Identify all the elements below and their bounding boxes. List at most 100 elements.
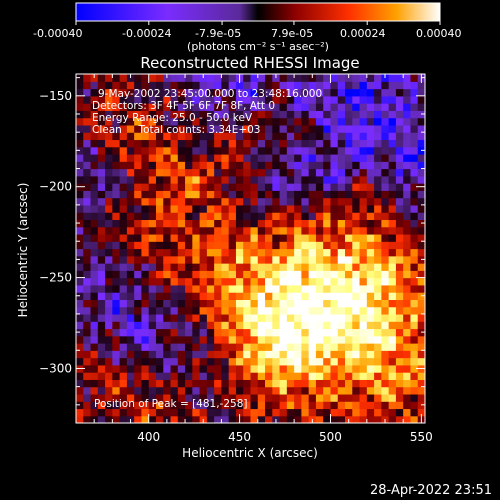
heatmap-cell (83, 197, 92, 206)
heatmap-cell (83, 219, 92, 228)
heatmap-cell (199, 88, 208, 97)
heatmap-cell (359, 132, 368, 141)
heatmap-cell (192, 81, 201, 90)
heatmap-cell (308, 277, 317, 286)
heatmap-cell (250, 401, 259, 410)
heatmap-cell (76, 190, 84, 199)
heatmap-cell (257, 263, 266, 271)
heatmap-cell (352, 132, 361, 141)
heatmap-cell (192, 386, 201, 395)
heatmap-cell (410, 313, 419, 322)
heatmap-cell (134, 350, 143, 359)
heatmap-cell (134, 393, 143, 402)
heatmap-cell (199, 248, 208, 257)
heatmap-cell (199, 313, 208, 322)
x-tick-label: 400 (137, 430, 160, 444)
heatmap-cell (119, 364, 128, 373)
heatmap-cell (345, 299, 353, 308)
heatmap-cell (345, 372, 353, 380)
heatmap-cell (388, 161, 397, 170)
heatmap-cell (403, 183, 412, 191)
heatmap-cell (134, 372, 143, 380)
heatmap-cell (374, 153, 382, 162)
heatmap-cell (410, 103, 419, 111)
heatmap-cell (228, 88, 237, 97)
heatmap-cell (352, 335, 361, 344)
heatmap-cell (83, 386, 92, 395)
heatmap-cell (134, 248, 143, 257)
heatmap-cell (214, 357, 223, 366)
heatmap-cell (403, 212, 412, 221)
heatmap-cell (417, 81, 425, 90)
heatmap-cell (177, 81, 186, 90)
heatmap-cell (374, 139, 382, 148)
heatmap-cell (90, 183, 99, 191)
heatmap-cell (214, 379, 223, 388)
heatmap-cell (170, 146, 179, 155)
heatmap-cell (228, 168, 237, 177)
heatmap-cell (141, 139, 150, 148)
heatmap-cell (83, 110, 92, 119)
heatmap-cell (337, 219, 346, 228)
heatmap-cell (345, 233, 353, 242)
heatmap-cell (170, 190, 179, 199)
heatmap-cell (330, 146, 339, 155)
heatmap-cell (345, 241, 353, 250)
heatmap-cell (221, 168, 230, 177)
heatmap-cell (155, 124, 164, 133)
heatmap-cell (417, 161, 425, 170)
heatmap-cell (83, 277, 92, 286)
heatmap-cell (286, 153, 295, 162)
heatmap-cell (192, 408, 201, 417)
heatmap-cell (112, 74, 121, 82)
heatmap-cell (228, 277, 237, 286)
heatmap-cell (272, 284, 281, 293)
heatmap-cell (163, 124, 172, 133)
heatmap-cell (352, 401, 361, 410)
heatmap-cell (235, 408, 244, 417)
heatmap-cell (112, 175, 121, 184)
heatmap-cell (308, 372, 317, 380)
heatmap-cell (279, 146, 288, 155)
y-tick-label: −250 (39, 271, 72, 285)
heatmap-cell (112, 408, 121, 417)
heatmap-cell (388, 270, 397, 279)
heatmap-cell (105, 139, 113, 148)
heatmap-cell (265, 233, 273, 242)
heatmap-cell (112, 343, 121, 351)
heatmap-cell (265, 95, 273, 104)
heatmap-cell (235, 372, 244, 380)
heatmap-cell (417, 197, 425, 206)
heatmap-cell (97, 255, 106, 264)
heatmap-cell (352, 328, 361, 337)
heatmap-cell (330, 393, 339, 402)
heatmap-cell (395, 263, 404, 271)
heatmap-cell (345, 197, 353, 206)
heatmap-cell (119, 183, 128, 191)
heatmap-cell (112, 299, 121, 308)
heatmap-cell (83, 335, 92, 344)
heatmap-cell (185, 321, 193, 330)
heatmap-cell (301, 183, 310, 191)
heatmap-cell (206, 219, 215, 228)
heatmap-cell (163, 321, 172, 330)
heatmap-cell (417, 88, 425, 97)
heatmap-cell (141, 328, 150, 337)
heatmap-cell (323, 212, 332, 221)
heatmap-cell (163, 379, 172, 388)
heatmap-cell (126, 292, 135, 300)
heatmap-cell (279, 190, 288, 199)
heatmap-cell (250, 233, 259, 242)
heatmap-cell (374, 415, 382, 423)
heatmap-cell (214, 277, 223, 286)
heatmap-cell (323, 255, 332, 264)
heatmap-cell (257, 183, 266, 191)
heatmap-cell (199, 343, 208, 351)
heatmap-cell (403, 81, 412, 90)
heatmap-cell (134, 175, 143, 184)
heatmap-cell (308, 132, 317, 141)
heatmap-cell (112, 263, 121, 271)
heatmap-cell (352, 168, 361, 177)
heatmap-cell (279, 81, 288, 90)
heatmap-cell (395, 219, 404, 228)
